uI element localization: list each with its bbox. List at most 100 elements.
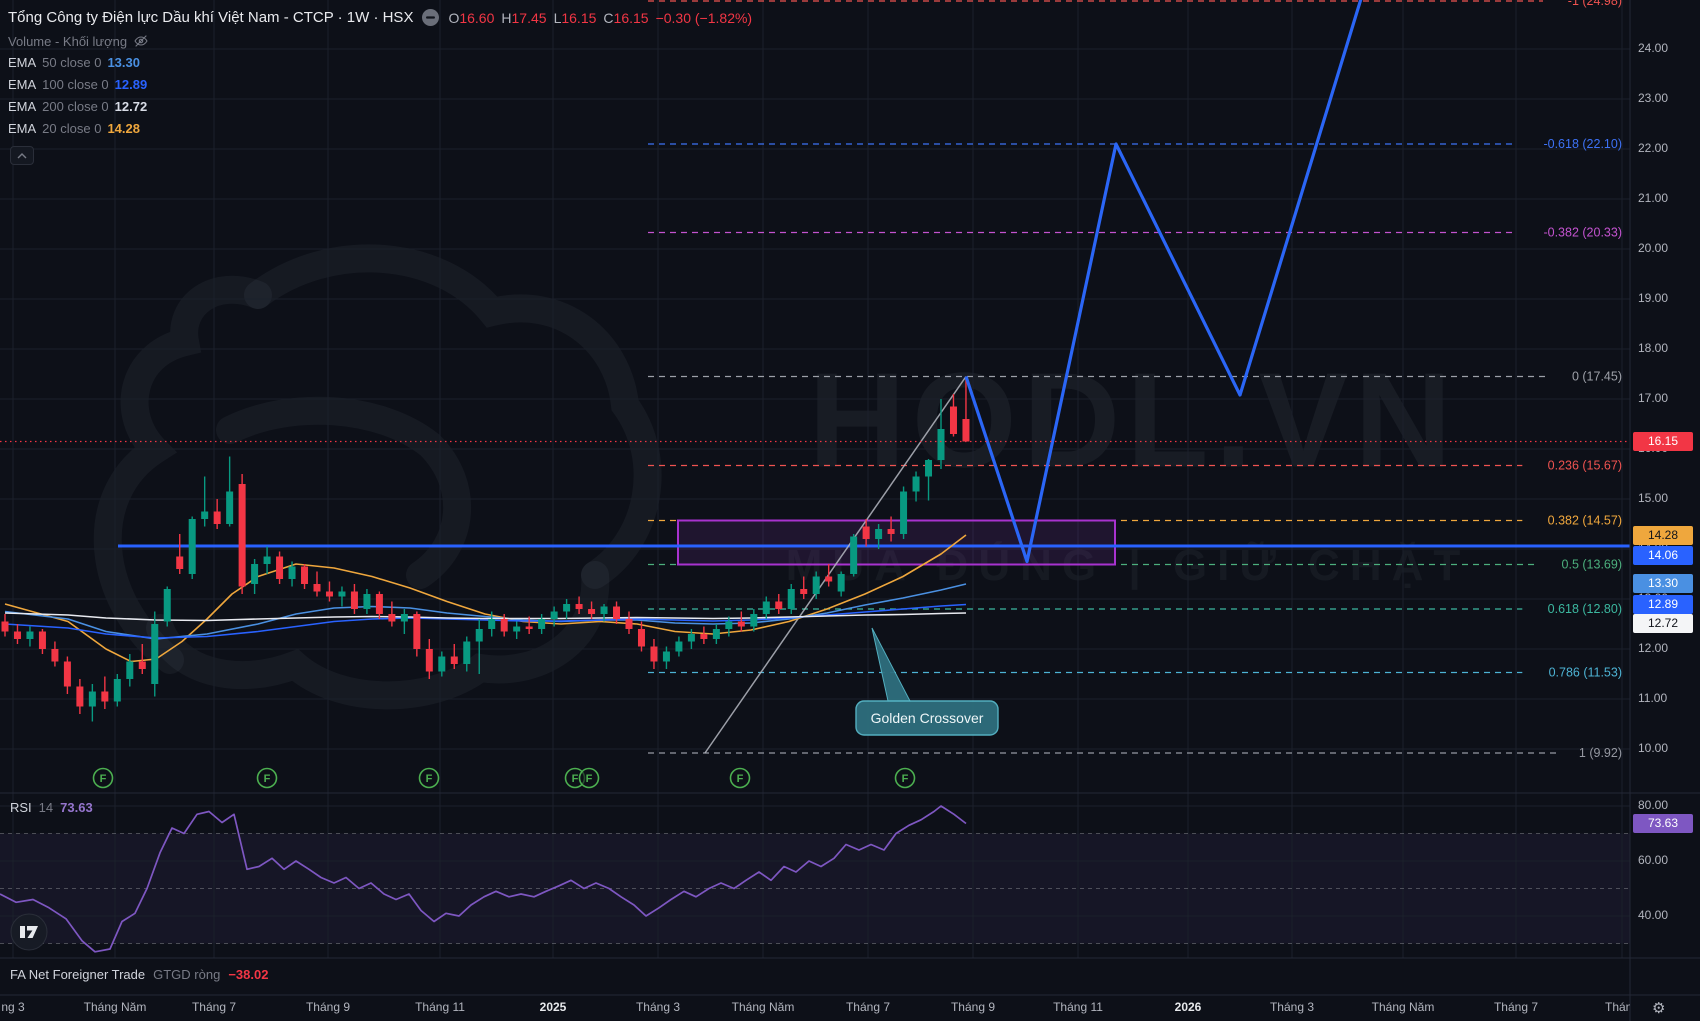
ohlc-readout: O16.60 H17.45 L16.15 C16.15 −0.30 (−1.82… — [448, 9, 753, 26]
candle-body — [38, 631, 46, 649]
financials-marker — [729, 767, 751, 789]
candle-body — [251, 564, 259, 584]
fib-level-label: -1 (24.98) — [1568, 0, 1622, 8]
candle-body — [900, 491, 908, 534]
candle-body — [500, 619, 508, 632]
ema-100-line — [4, 603, 967, 639]
candle-body — [475, 629, 483, 642]
time-label-month: Tháng 11 — [1053, 1000, 1103, 1014]
candle-body — [88, 691, 96, 707]
legend-ema-200[interactable]: EMA 200 close 0 12.72 — [8, 99, 148, 114]
candle-body — [413, 614, 421, 649]
candle-body — [775, 601, 783, 609]
price-badge: 14.28 — [1633, 526, 1693, 545]
price-tick: 21.00 — [1638, 191, 1669, 205]
candle-body — [925, 460, 933, 477]
time-axis[interactable]: ng 3 Tháng Năm Tháng 7 Tháng 9 Tháng 11 2025 T… — [0, 995, 1630, 1021]
legend-collapse-button[interactable] — [10, 146, 34, 165]
price-tick: 17.00 — [1638, 391, 1669, 405]
candle-body — [912, 476, 920, 492]
candle-body — [13, 631, 21, 639]
candle-body — [26, 631, 34, 639]
symbol-title[interactable]: Tổng Công ty Điện lực Dầu khí Việt Nam -… — [8, 9, 414, 26]
price-tick: 10.00 — [1638, 741, 1669, 755]
price-badge: 16.15 — [1633, 431, 1693, 451]
price-projection-line — [964, 0, 1363, 564]
fib-level-label: 0.786 (11.53) — [1549, 666, 1622, 680]
candle-body — [650, 646, 658, 662]
candle-body — [76, 686, 84, 707]
ema-200-line — [4, 612, 967, 622]
legend-ema-20[interactable]: EMA 20 close 0 14.28 — [8, 121, 140, 136]
callout-label[interactable]: Golden Crossover — [871, 710, 984, 726]
candle-body — [488, 619, 496, 629]
time-label-month: Tháng Năm — [731, 1000, 795, 1014]
legend-ema-100[interactable]: EMA 100 close 0 12.89 — [8, 77, 148, 92]
candle-body — [388, 614, 396, 622]
fib-level-label: 0.236 (15.67) — [1548, 459, 1622, 473]
rsi-tick: 60.00 — [1638, 853, 1669, 867]
candle-body — [563, 604, 571, 612]
legend-ema-50[interactable]: EMA 50 close 0 13.30 — [8, 55, 140, 70]
fib-level-label: 1 (9.92) — [1579, 746, 1622, 760]
price-badge: 12.72 — [1633, 614, 1693, 633]
time-label-month: ng 3 — [1, 1000, 25, 1014]
candle-body — [850, 536, 858, 574]
price-tick: 12.00 — [1638, 641, 1669, 655]
candle-body — [176, 556, 184, 569]
fib-level-label: 0.382 (14.57) — [1548, 514, 1622, 528]
price-badge: 14.06 — [1633, 546, 1693, 565]
legend-fa-net-foreigner-trade[interactable]: FA Net Foreigner Trade GTGD ròng −38.02 — [10, 967, 269, 982]
financials-marker-label: F — [100, 773, 107, 785]
candle-body — [51, 649, 59, 662]
financials-marker-label: F — [737, 773, 744, 785]
candle-body — [163, 589, 171, 622]
time-label-year: 2026 — [1174, 1000, 1202, 1014]
rsi-band — [0, 833, 1630, 944]
candle-body — [301, 566, 309, 584]
candle-body — [1, 621, 9, 632]
candle-body — [875, 529, 883, 539]
financials-marker-label: F — [572, 773, 579, 785]
candle-body — [750, 614, 758, 627]
trend-line — [704, 376, 967, 754]
price-badge: 73.63 — [1633, 813, 1693, 833]
eye-off-icon[interactable] — [133, 33, 149, 49]
legend-rsi[interactable]: RSI 14 73.63 — [10, 800, 93, 815]
candle-body — [613, 606, 621, 619]
callout-pointer — [871, 627, 911, 702]
supply-demand-zone-box — [677, 519, 1116, 566]
time-label-month: Tháng 9 — [305, 1000, 351, 1014]
price-tick: 11.00 — [1638, 691, 1668, 705]
financials-marker — [256, 767, 278, 789]
callout-box — [855, 700, 999, 736]
candle-body — [687, 634, 695, 642]
candle-body — [550, 611, 558, 619]
candle-body — [201, 511, 209, 519]
candle-body — [338, 591, 346, 597]
tradingview-logo[interactable] — [10, 913, 48, 956]
price-tick: 15.00 — [1638, 491, 1669, 505]
candle-body — [600, 606, 608, 614]
candle-body — [625, 619, 633, 629]
chevron-up-icon — [17, 152, 27, 158]
financials-marker — [578, 767, 600, 789]
rsi-line — [0, 805, 967, 953]
gear-icon[interactable]: ⚙ — [1652, 1000, 1666, 1017]
candle-body — [101, 691, 109, 702]
time-label-month: Tháng 7 — [1493, 1000, 1539, 1014]
candle-body — [151, 624, 159, 684]
candle-body — [213, 511, 221, 524]
financials-marker — [894, 767, 916, 789]
legend-volume[interactable]: Volume - Khối lượng — [8, 33, 149, 49]
candle-body — [575, 604, 583, 609]
market-status-icon — [422, 9, 440, 26]
candle-body — [363, 594, 371, 609]
price-tick: 24.00 — [1638, 41, 1669, 55]
price-tick: 19.00 — [1638, 291, 1669, 305]
candle-body — [800, 589, 808, 594]
candle-body — [438, 656, 446, 672]
time-label-month: Tháng 7 — [191, 1000, 237, 1014]
